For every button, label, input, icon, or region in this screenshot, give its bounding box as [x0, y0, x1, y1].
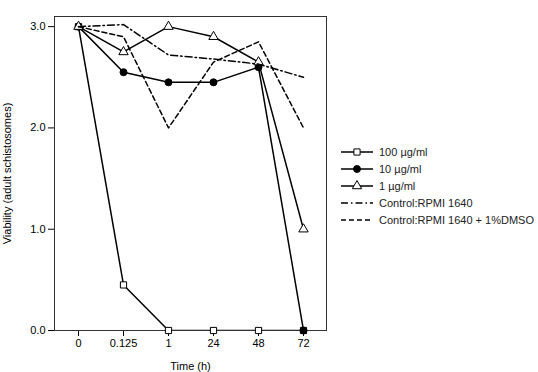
svg-text:72: 72 [297, 337, 309, 349]
svg-text:3.0: 3.0 [30, 20, 45, 32]
svg-text:1.0: 1.0 [30, 223, 45, 235]
svg-text:Time (h): Time (h) [170, 360, 211, 372]
svg-text:48: 48 [252, 337, 264, 349]
html-text:10 µg/ml: 10 µg/ml [379, 163, 422, 175]
html-text:Control:RPMI 1640 + 1%DMSO: Control:RPMI 1640 + 1%DMSO [379, 214, 534, 226]
svg-text:1: 1 [165, 337, 171, 349]
html-text:Control:RPMI 1640: Control:RPMI 1640 [379, 197, 473, 209]
svg-text:Viability (adult schistosomes): Viability (adult schistosomes) [1, 103, 13, 245]
html-text:1 µg/ml: 1 µg/ml [379, 180, 416, 192]
svg-text:0.125: 0.125 [110, 337, 138, 349]
svg-text:0.0: 0.0 [30, 324, 45, 336]
html-text:100 µg/ml: 100 µg/ml [379, 146, 428, 158]
svg-text:2.0: 2.0 [30, 121, 45, 133]
svg-text:0: 0 [75, 337, 81, 349]
svg-text:24: 24 [207, 337, 219, 349]
